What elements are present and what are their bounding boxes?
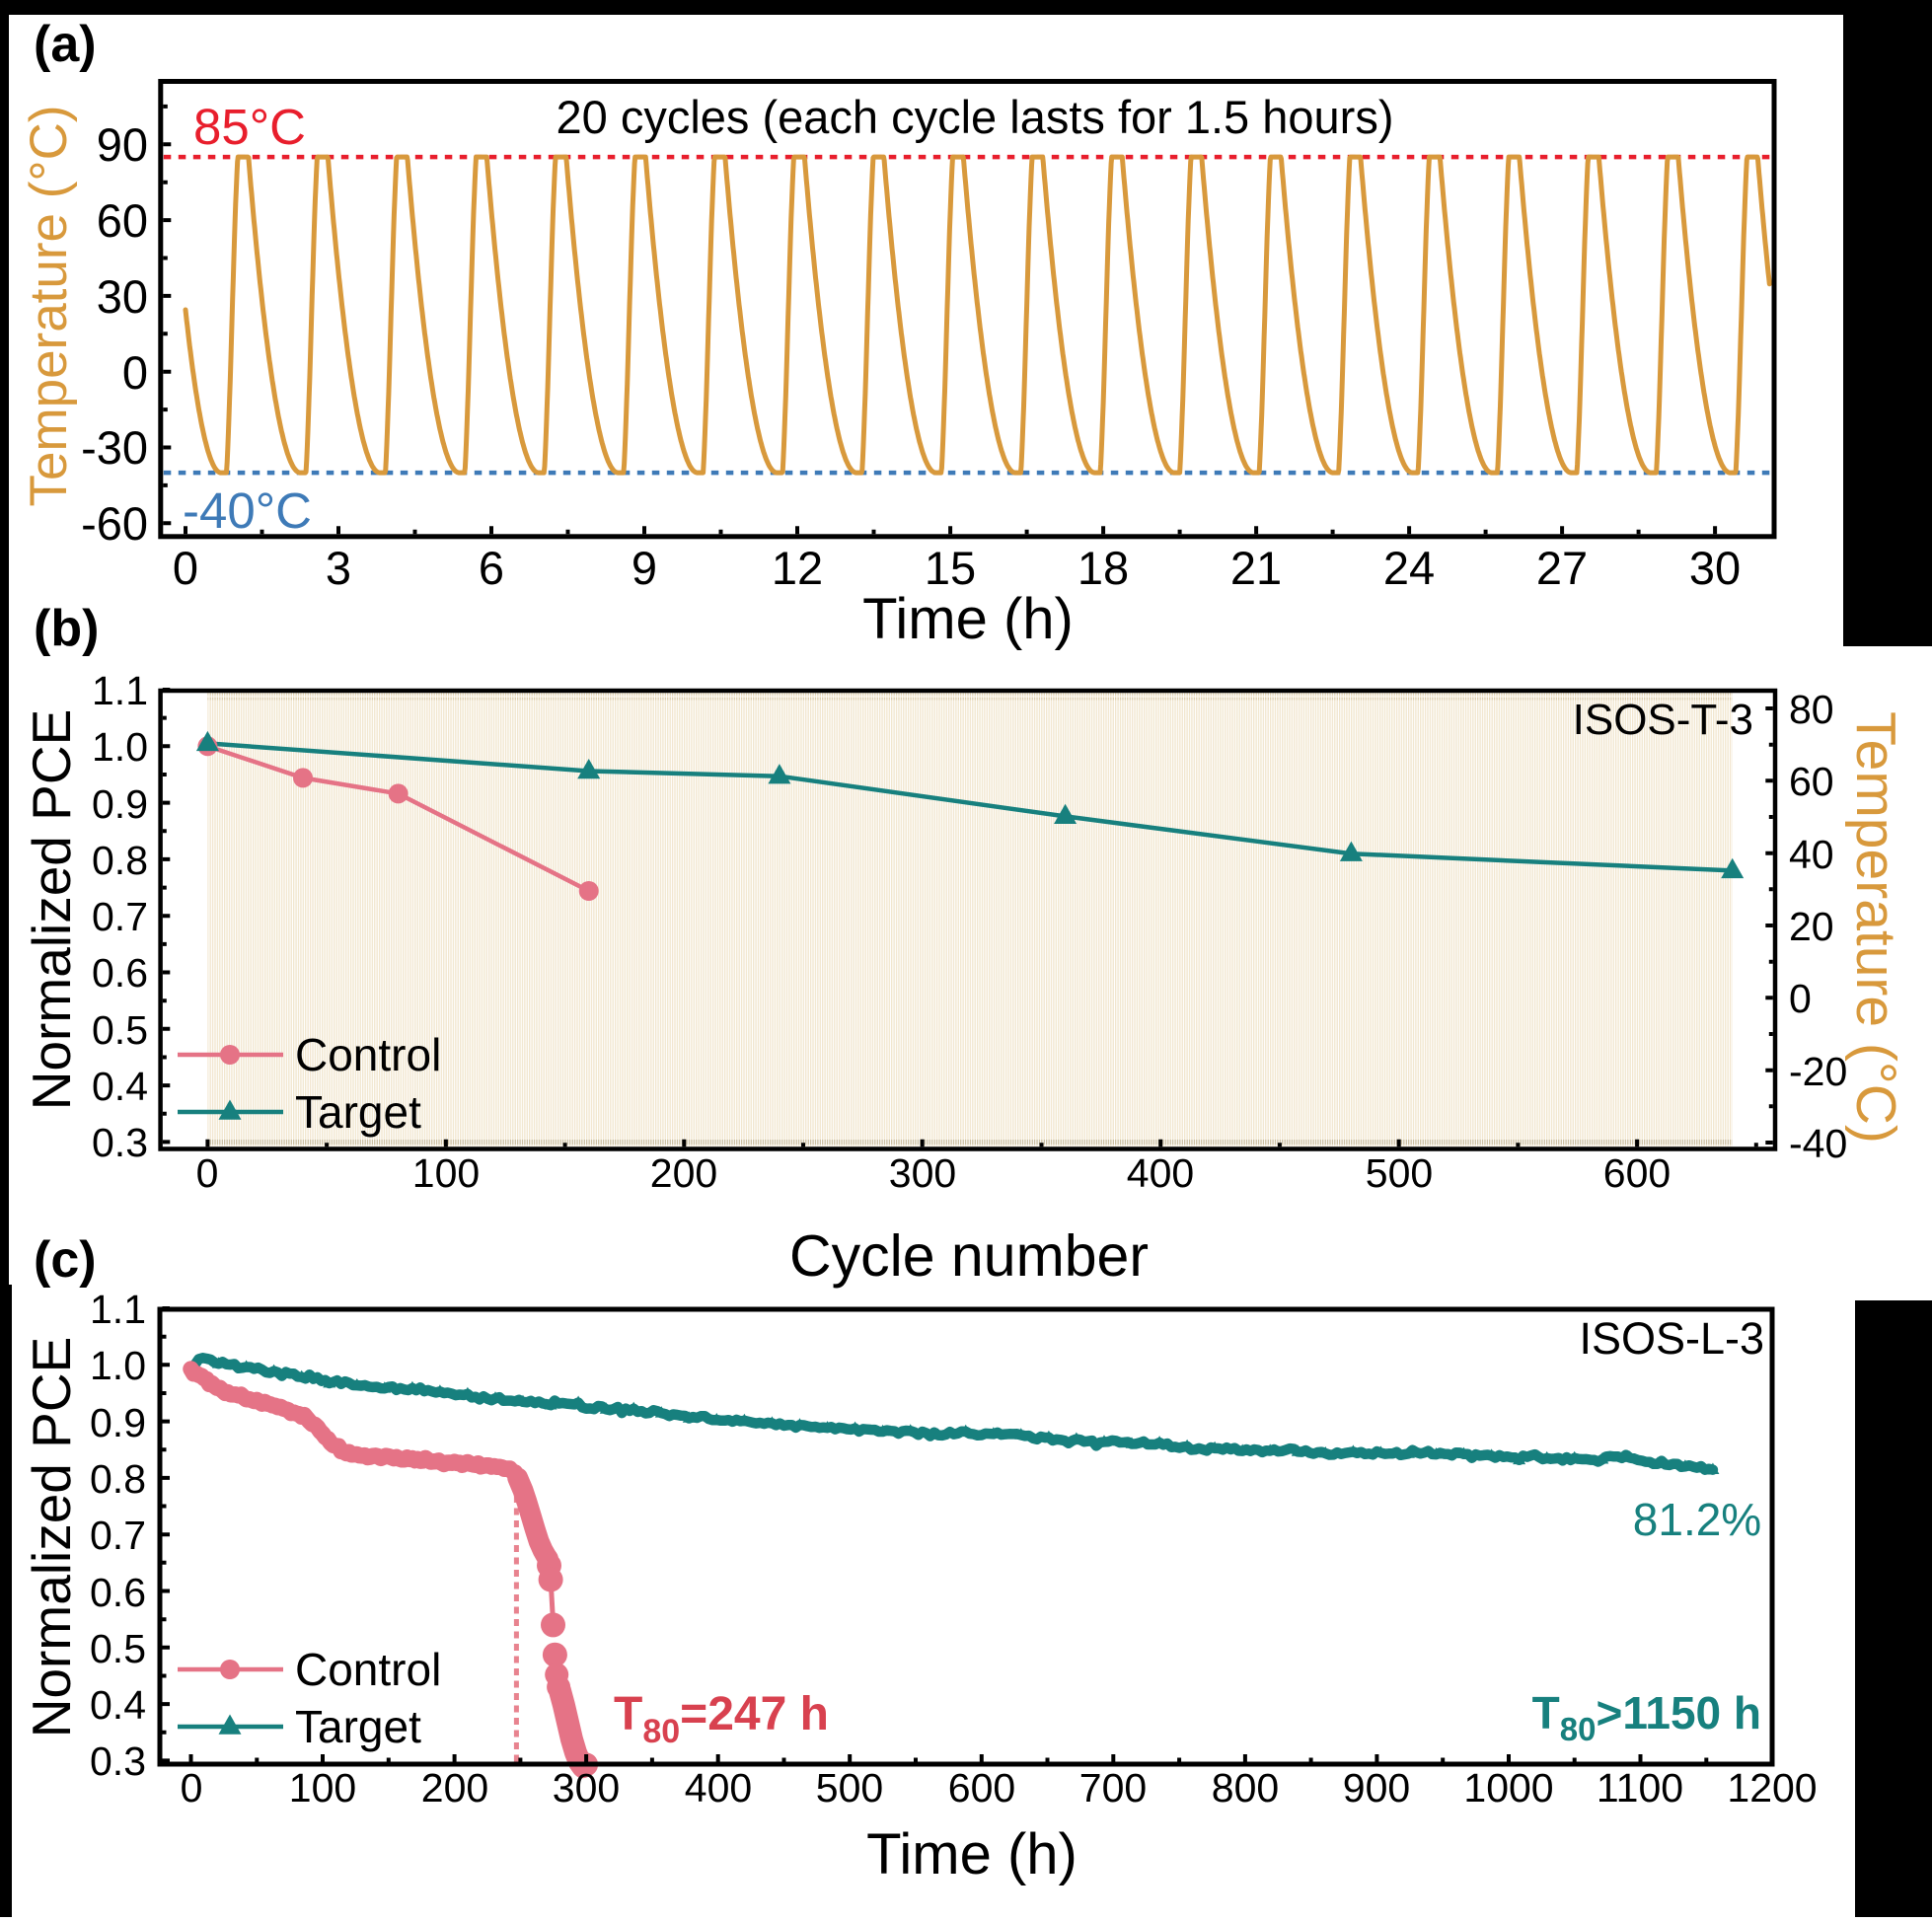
svg-text:3: 3 <box>326 542 351 594</box>
svg-text:300: 300 <box>889 1150 956 1196</box>
svg-text:900: 900 <box>1343 1765 1410 1811</box>
svg-text:0.3: 0.3 <box>90 1738 146 1784</box>
svg-text:0: 0 <box>181 1765 203 1811</box>
svg-text:Control: Control <box>295 1644 441 1695</box>
svg-text:1.0: 1.0 <box>90 1343 146 1388</box>
svg-text:1.1: 1.1 <box>92 668 148 713</box>
svg-text:100: 100 <box>289 1765 356 1811</box>
svg-text:1200: 1200 <box>1727 1765 1817 1811</box>
svg-text:27: 27 <box>1536 542 1588 594</box>
svg-text:30: 30 <box>1689 542 1741 594</box>
svg-text:Target: Target <box>295 1086 421 1138</box>
svg-text:700: 700 <box>1079 1765 1147 1811</box>
svg-text:0.7: 0.7 <box>92 894 148 939</box>
svg-text:0.8: 0.8 <box>92 838 148 883</box>
svg-text:1000: 1000 <box>1463 1765 1553 1811</box>
svg-text:0.7: 0.7 <box>90 1513 146 1558</box>
svg-text:0.5: 0.5 <box>92 1007 148 1053</box>
svg-text:20 cycles (each cycle lasts fo: 20 cycles (each cycle lasts for 1.5 hour… <box>557 91 1394 143</box>
svg-text:Temperature (°C): Temperature (°C) <box>20 105 78 506</box>
svg-text:60: 60 <box>1789 759 1834 804</box>
svg-text:85°C: 85°C <box>193 99 306 155</box>
svg-text:20: 20 <box>1789 904 1834 949</box>
svg-text:Normalized PCE: Normalized PCE <box>21 709 82 1111</box>
svg-text:81.2%: 81.2% <box>1633 1494 1761 1545</box>
svg-text:(b): (b) <box>34 600 99 657</box>
svg-text:300: 300 <box>553 1765 620 1811</box>
svg-text:-20: -20 <box>1789 1049 1847 1094</box>
svg-text:21: 21 <box>1230 542 1282 594</box>
svg-text:400: 400 <box>685 1765 752 1811</box>
svg-text:0: 0 <box>173 542 198 594</box>
svg-text:15: 15 <box>925 542 976 594</box>
svg-text:9: 9 <box>632 542 657 594</box>
svg-text:400: 400 <box>1127 1150 1194 1196</box>
svg-text:12: 12 <box>772 542 823 594</box>
svg-text:-30: -30 <box>81 421 148 474</box>
svg-text:1.0: 1.0 <box>92 724 148 770</box>
svg-text:40: 40 <box>1789 832 1834 877</box>
svg-text:Control: Control <box>295 1029 441 1080</box>
svg-text:600: 600 <box>1603 1150 1671 1196</box>
svg-text:0.9: 0.9 <box>92 781 148 827</box>
svg-text:60: 60 <box>97 194 148 247</box>
svg-text:Normalized PCE: Normalized PCE <box>21 1337 82 1738</box>
svg-text:90: 90 <box>97 118 148 171</box>
svg-text:100: 100 <box>412 1150 480 1196</box>
svg-text:-40°C: -40°C <box>183 482 312 539</box>
svg-text:1100: 1100 <box>1597 1765 1683 1811</box>
svg-text:0.5: 0.5 <box>90 1626 146 1671</box>
svg-text:6: 6 <box>479 542 504 594</box>
svg-text:Temperature (°C): Temperature (°C) <box>1844 711 1907 1144</box>
svg-text:(a): (a) <box>34 16 97 73</box>
svg-text:ISOS-L-3: ISOS-L-3 <box>1579 1313 1764 1364</box>
svg-text:0: 0 <box>196 1150 219 1196</box>
svg-text:0: 0 <box>1789 976 1812 1021</box>
svg-text:(c): (c) <box>34 1231 97 1289</box>
svg-text:0.6: 0.6 <box>90 1570 146 1615</box>
svg-text:-40: -40 <box>1789 1121 1847 1166</box>
svg-text:0.9: 0.9 <box>90 1400 146 1445</box>
svg-text:24: 24 <box>1383 542 1435 594</box>
svg-text:Target: Target <box>295 1701 421 1752</box>
svg-text:0: 0 <box>122 346 148 399</box>
svg-text:0.4: 0.4 <box>92 1064 148 1109</box>
svg-text:200: 200 <box>650 1150 717 1196</box>
svg-text:1.1: 1.1 <box>90 1287 146 1332</box>
svg-text:ISOS-T-3: ISOS-T-3 <box>1573 696 1753 744</box>
svg-text:T80>1150 h: T80>1150 h <box>1532 1687 1761 1747</box>
svg-text:800: 800 <box>1212 1765 1279 1811</box>
svg-text:0.6: 0.6 <box>92 950 148 996</box>
svg-text:-60: -60 <box>81 497 148 550</box>
svg-text:Time (h): Time (h) <box>862 587 1074 651</box>
svg-text:600: 600 <box>948 1765 1015 1811</box>
svg-text:0.4: 0.4 <box>90 1682 146 1728</box>
svg-text:Cycle number: Cycle number <box>789 1223 1149 1289</box>
svg-text:0.3: 0.3 <box>92 1120 148 1165</box>
svg-text:30: 30 <box>97 270 148 323</box>
svg-text:80: 80 <box>1789 687 1834 732</box>
svg-text:18: 18 <box>1077 542 1129 594</box>
svg-text:500: 500 <box>1366 1150 1433 1196</box>
svg-text:Time (h): Time (h) <box>866 1822 1077 1886</box>
svg-text:500: 500 <box>816 1765 883 1811</box>
svg-text:200: 200 <box>421 1765 488 1811</box>
svg-text:0.8: 0.8 <box>90 1456 146 1502</box>
